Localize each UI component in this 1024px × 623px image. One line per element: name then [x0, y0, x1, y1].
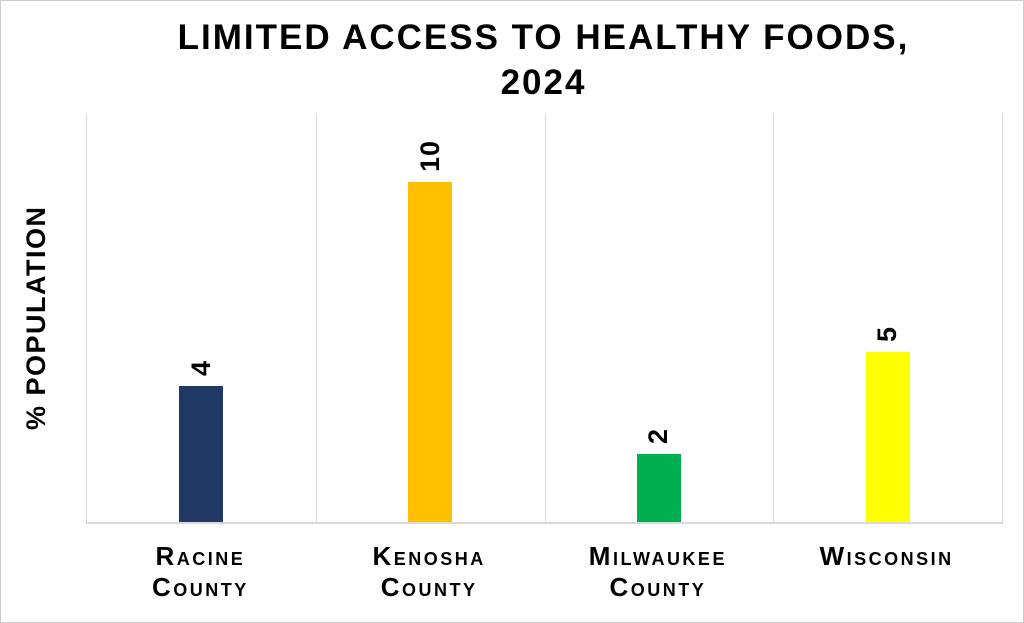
- x-tick-label-milwaukee-county: Milwaukee County: [544, 541, 773, 603]
- data-label-wisconsin: 5: [872, 325, 903, 342]
- x-tick-label-line: County: [380, 572, 478, 602]
- data-label-racine-county: 4: [185, 359, 216, 376]
- data-label-kenosha-county: 10: [414, 139, 445, 172]
- data-label-wrap: 2: [609, 428, 709, 444]
- data-label-wrap: 10: [380, 140, 480, 172]
- x-tick-label-line: County: [151, 572, 249, 602]
- x-tick-label-line: Wisconsin: [819, 541, 954, 571]
- x-axis-labels: Racine County Kenosha County Milwaukee County…: [86, 541, 1001, 603]
- category-separator-line: [773, 114, 775, 522]
- category-separator-line: [544, 114, 546, 522]
- x-axis-line: [86, 522, 1003, 524]
- bar-racine-county: [179, 386, 224, 522]
- chart-title-line-1: LIMITED ACCESS TO HEALTHY FOODS,: [177, 18, 910, 57]
- data-label-milwaukee-county: 2: [643, 427, 674, 444]
- x-tick-label-kenosha-county: Kenosha County: [315, 541, 544, 603]
- x-tick-label-line: Milwaukee: [588, 541, 727, 571]
- chart-title: LIMITED ACCESS TO HEALTHY FOODS, 2024: [86, 15, 1001, 105]
- data-label-wrap: 5: [838, 326, 938, 342]
- x-tick-label-racine-county: Racine County: [86, 541, 315, 603]
- bar-milwaukee-county: [636, 454, 681, 522]
- y-axis-title: % POPULATION: [21, 205, 51, 431]
- plot-area: 4 10 2 5: [86, 114, 1003, 524]
- x-tick-label-line: County: [609, 572, 707, 602]
- chart-title-line-2: 2024: [500, 63, 587, 102]
- x-tick-label-line: Kenosha: [372, 541, 486, 571]
- bar-wisconsin: [865, 352, 910, 522]
- bar-kenosha-county: [408, 182, 453, 522]
- category-separator-line: [315, 114, 317, 522]
- x-tick-label-wisconsin: Wisconsin: [772, 541, 1001, 603]
- data-label-wrap: 4: [151, 360, 251, 376]
- x-tick-label-line: Racine: [155, 541, 246, 571]
